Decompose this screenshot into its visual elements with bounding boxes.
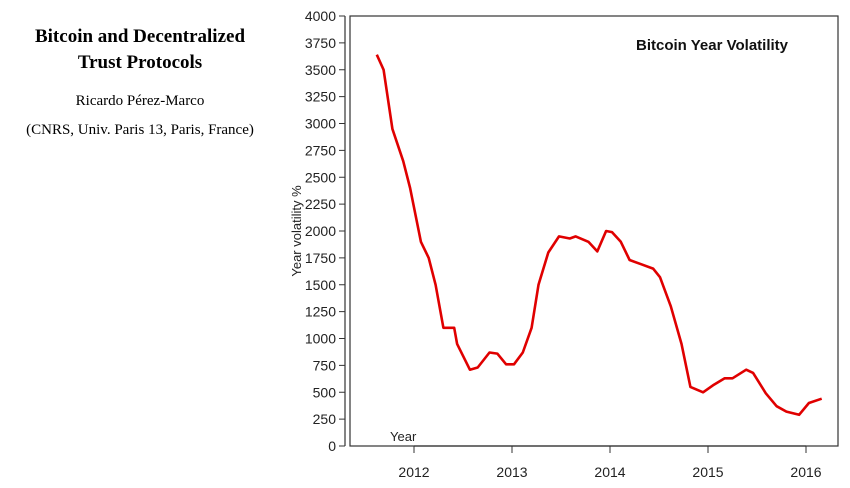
y-tick-label: 1250	[305, 304, 336, 320]
paper-title: Bitcoin and Decentralized Trust Protocol…	[0, 24, 280, 76]
y-tick-label: 1500	[305, 277, 336, 293]
y-tick-label: 1000	[305, 331, 336, 347]
series-line-volatility	[375, 54, 823, 417]
y-tick-label: 2250	[305, 196, 336, 212]
x-tick-label: 2013	[496, 464, 527, 480]
y-tick-label: 2750	[305, 142, 336, 158]
x-tick-label: 2015	[692, 464, 723, 480]
y-tick-label: 500	[313, 384, 337, 400]
y-tick-label: 3500	[305, 62, 336, 78]
paper-title-line1: Bitcoin and Decentralized	[34, 26, 246, 47]
plot-frame	[349, 15, 839, 447]
y-tick-label: 2000	[305, 223, 336, 239]
paper-title-line2: Trust Protocols	[77, 52, 203, 73]
y-axis-label: Year volatility %	[289, 185, 304, 277]
paper-affiliation: (CNRS, Univ. Paris 13, Paris, France)	[26, 122, 254, 138]
x-axis-label: Year	[390, 429, 417, 444]
x-tick-label: 2016	[790, 464, 821, 480]
y-tick-label: 2500	[305, 169, 336, 185]
chart-title: Bitcoin Year Volatility	[636, 37, 789, 54]
y-tick-label: 1750	[305, 250, 336, 266]
x-tick-label: 2012	[398, 464, 429, 480]
y-tick-label: 3000	[305, 116, 336, 132]
y-tick-label: 750	[313, 357, 337, 373]
x-tick-label: 2014	[594, 464, 625, 480]
y-tick-label: 3250	[305, 89, 336, 105]
paper-author: Ricardo Pérez-Marco	[75, 93, 205, 109]
y-tick-label: 0	[328, 438, 336, 454]
y-tick-label: 4000	[305, 8, 336, 24]
y-tick-label: 250	[313, 411, 337, 427]
y-tick-label: 3750	[305, 35, 336, 51]
